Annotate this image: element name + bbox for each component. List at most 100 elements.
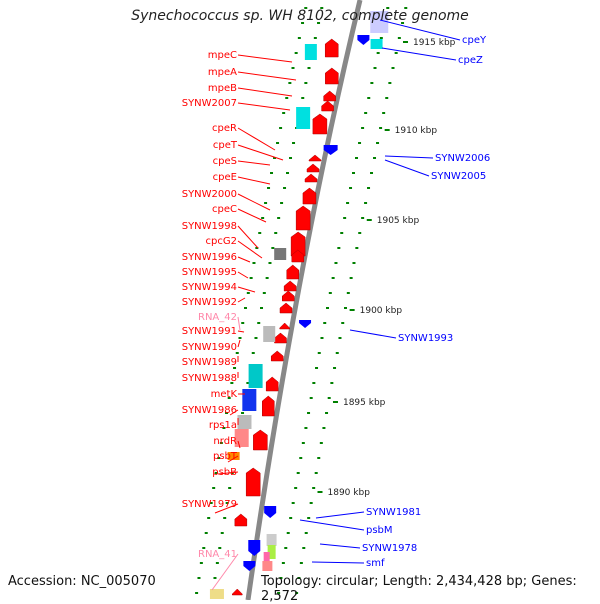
gene-label: psbB	[212, 467, 237, 478]
gene-block-feature	[296, 107, 311, 129]
kbp-tick-mark	[213, 577, 217, 579]
forward-gene-feature	[324, 38, 339, 58]
kbp-tick-mark	[219, 442, 223, 444]
label-leader-line	[237, 127, 276, 151]
label-leader-line	[299, 519, 365, 531]
kbp-tick-mark	[251, 352, 255, 354]
gene-block-feature	[262, 561, 273, 571]
kbp-tick-mark	[373, 157, 377, 159]
kbp-tick-mark	[301, 22, 305, 24]
rna-label: RNA_41	[198, 549, 237, 560]
forward-gene-feature	[295, 205, 311, 231]
kbp-tick-mark	[343, 217, 347, 219]
gene-block-feature	[263, 552, 270, 564]
kbp-tick-mark	[285, 97, 289, 99]
kbp-tick-mark	[367, 97, 371, 99]
kbp-tick-mark	[223, 517, 227, 519]
kbp-tick-mark	[302, 547, 306, 549]
label-leader-line	[384, 159, 430, 177]
kbp-tick-mark	[197, 577, 201, 579]
kbp-tick-mark	[289, 157, 293, 159]
label-leader-line	[237, 144, 284, 161]
gene-label: mpeC	[208, 50, 237, 61]
kbp-tick-mark	[274, 232, 278, 234]
kbp-tick-mark	[391, 67, 395, 69]
kbp-tick-mark	[279, 577, 283, 579]
kbp-tick-mark	[204, 532, 208, 534]
gene-label: mpeB	[208, 83, 237, 94]
kbp-tick-mark	[307, 67, 311, 69]
gene-label: mpeA	[208, 67, 237, 78]
forward-gene-feature	[279, 302, 293, 314]
kbp-tick-mark	[358, 232, 362, 234]
gene-label: SYNW1986	[182, 405, 237, 416]
kbp-tick-mark	[304, 532, 308, 534]
forward-gene-feature	[321, 100, 334, 112]
kbp-tick-mark	[281, 562, 285, 564]
kbp-tick-mark	[217, 457, 221, 459]
kbp-tick-mark	[341, 322, 345, 324]
kbp-tick-mark	[320, 7, 324, 9]
kbp-label: 1905 kbp	[377, 216, 420, 226]
kbp-major-tick	[317, 491, 323, 493]
gene-block-feature	[304, 44, 317, 60]
kbp-tick-mark	[260, 307, 264, 309]
label-leader-line	[237, 176, 271, 185]
label-leader-line	[227, 455, 239, 463]
forward-gene-feature	[262, 395, 275, 417]
kbp-tick-mark	[276, 142, 280, 144]
kbp-tick-mark	[304, 7, 308, 9]
label-leader-line	[319, 543, 361, 549]
kbp-label: 1895 kbp	[343, 398, 386, 408]
label-leader-line	[237, 208, 267, 223]
label-leader-line	[237, 193, 271, 211]
label-leader-layer	[211, 19, 461, 591]
forward-gene-feature	[286, 264, 300, 280]
gene-label: SYNW1992	[182, 297, 237, 308]
forward-gene-feature	[281, 290, 295, 302]
gene-label: cpeT	[213, 140, 238, 151]
gene-label: SYNW1996	[182, 252, 237, 263]
kbp-tick-mark	[325, 412, 329, 414]
gene-block-feature	[248, 364, 263, 388]
kbp-major-tick	[384, 129, 390, 131]
kbp-tick-mark	[352, 172, 356, 174]
gene-block-feature	[237, 415, 252, 429]
kbp-tick-mark	[322, 427, 326, 429]
forward-gene-feature	[308, 154, 322, 162]
kbp-tick-mark	[267, 187, 271, 189]
gene-label: cpeR	[212, 123, 237, 134]
label-leader-line	[237, 440, 241, 449]
kbp-tick-mark	[301, 442, 305, 444]
gene-label: cpeS	[213, 156, 237, 167]
kbp-tick-mark	[304, 427, 308, 429]
kbp-tick-mark	[286, 532, 290, 534]
gene-label: psbM	[366, 525, 393, 536]
gene-label: cpeY	[462, 35, 487, 46]
kbp-tick-mark	[246, 382, 250, 384]
kbp-tick-mark	[291, 502, 295, 504]
gene-label: SYNW1989	[182, 357, 237, 368]
kbp-tick-mark	[289, 517, 293, 519]
label-leader-line	[311, 561, 365, 564]
kbp-tick-mark	[244, 307, 248, 309]
kbp-tick-mark	[283, 187, 287, 189]
kbp-tick-mark	[282, 112, 286, 114]
gene-block-feature	[242, 389, 257, 411]
left-label-layer: mpeC mpeA mpeB SYNW2007 cpeR cpeT cpeS cpeE SYNW…	[182, 50, 238, 560]
kbp-tick-mark	[294, 52, 298, 54]
forward-gene-feature	[304, 173, 318, 183]
kbp-tick-mark	[277, 592, 281, 594]
kbp-label: 1890 kbp	[328, 488, 371, 498]
kbp-tick-mark	[233, 367, 237, 369]
kbp-tick-mark	[367, 187, 371, 189]
kbp-tick-mark	[344, 307, 348, 309]
kbp-tick-mark	[277, 217, 281, 219]
rna-label: RNA_42	[198, 312, 237, 323]
kbp-tick-mark	[288, 82, 292, 84]
kbp-tick-mark	[358, 142, 362, 144]
label-leader-line	[214, 503, 239, 514]
kbp-tick-mark	[279, 127, 283, 129]
gene-label: SYNW2007	[182, 98, 237, 109]
kbp-major-tick	[366, 219, 372, 221]
